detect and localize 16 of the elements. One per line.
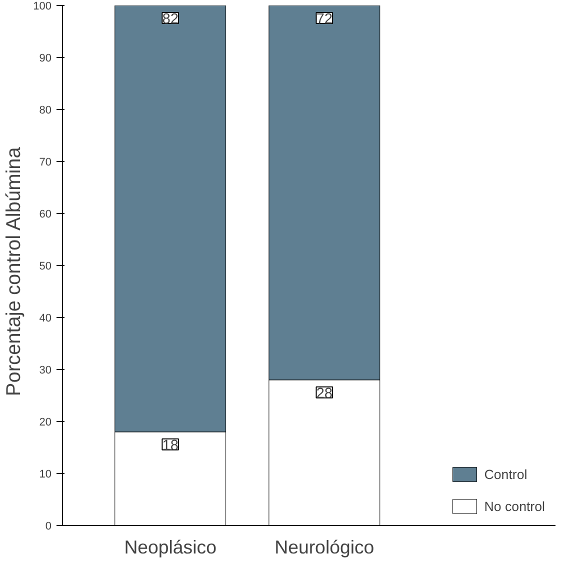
y-tick-label: 100 bbox=[33, 0, 52, 12]
y-tick-label: 0 bbox=[45, 520, 52, 532]
x-tick-label: Neoplásico bbox=[124, 536, 217, 558]
y-tick-label: 20 bbox=[39, 416, 52, 428]
y-tick-label: 10 bbox=[39, 468, 52, 480]
y-tick-label: 60 bbox=[39, 208, 52, 220]
y-tick-label: 50 bbox=[39, 260, 52, 272]
y-axis-title: Porcentaje control Albúmina bbox=[3, 146, 26, 396]
y-tick-label: 90 bbox=[39, 52, 52, 64]
legend-label: Control bbox=[484, 466, 528, 482]
y-tick-label: 80 bbox=[39, 104, 52, 116]
legend-label: No control bbox=[484, 498, 545, 514]
y-tick-label: 70 bbox=[39, 156, 52, 168]
y-tick-label: 30 bbox=[39, 364, 52, 376]
y-tick-label: 40 bbox=[39, 312, 52, 324]
x-tick-label: Neurológico bbox=[274, 536, 374, 558]
